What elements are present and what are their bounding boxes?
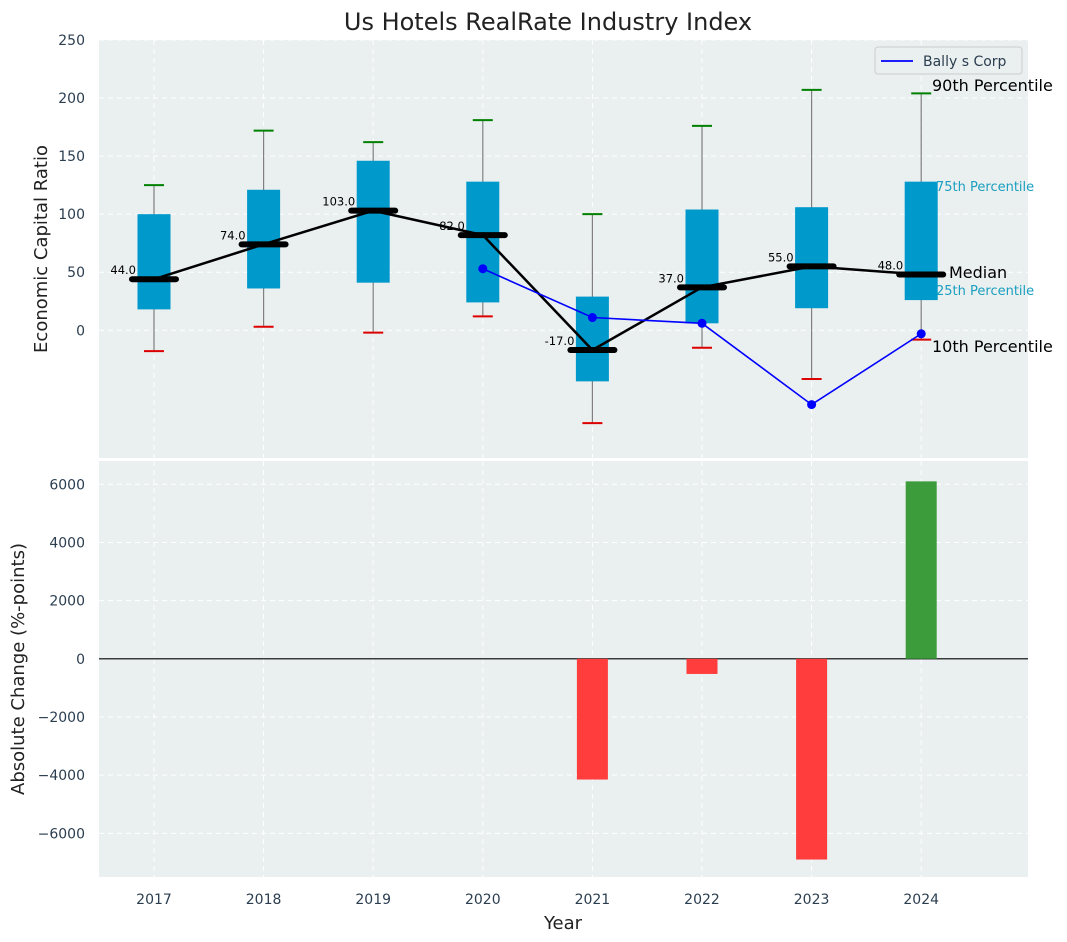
median-value-label: 37.0	[658, 271, 684, 285]
median-value-label: 103.0	[322, 195, 355, 209]
bottom-y-tick-label: −6000	[38, 826, 85, 842]
top-y-axis-label: Economic Capital Ratio	[31, 145, 52, 353]
bottom-y-tick-label: −2000	[38, 710, 85, 726]
company-point	[807, 400, 817, 410]
top-y-tick-label: 250	[58, 33, 85, 49]
bottom-y-tick-label: 6000	[49, 477, 85, 493]
company-series	[478, 264, 926, 410]
bar-2023	[796, 658, 828, 860]
x-axis-label: Year	[543, 913, 583, 934]
legend-label-company: Bally s Corp	[923, 54, 1007, 70]
company-point	[916, 329, 926, 339]
bottom-gridlines	[99, 461, 1028, 877]
bar-2021	[576, 658, 608, 780]
x-tick-label: 2018	[246, 892, 282, 908]
company-point	[587, 313, 597, 323]
bottom-y-tick-label: 4000	[49, 535, 85, 551]
median-value-label: 44.0	[110, 263, 136, 277]
median-value-label: 82.0	[439, 219, 465, 233]
box-2018	[247, 189, 281, 289]
bar-2022	[686, 658, 718, 674]
bottom-y-tick-label: 2000	[49, 594, 85, 610]
x-tick-label: 2022	[684, 892, 720, 908]
legend-box	[874, 46, 1023, 75]
annotation-median: Median	[949, 263, 1007, 282]
box-2023	[795, 207, 829, 309]
x-tick-label: 2017	[136, 892, 172, 908]
box-2022	[685, 209, 719, 324]
median-series: 44.0 74.0 103.0 82.0 -17.0 37.0 55.0 48.0	[110, 195, 947, 354]
legend: Bally s Corp	[874, 46, 1023, 75]
bottom-y-axis-label: Absolute Change (%-points)	[8, 543, 29, 795]
box-series	[137, 88, 938, 425]
annotation-p75: 75th Percentile	[936, 180, 1034, 195]
bottom-y-ticks: −6000 −4000 −2000 0 2000 4000 6000	[38, 477, 85, 842]
top-panel: 0 50 100 150 200 250 44.0 74.0 103.0 82.0 -17.0 37…	[31, 33, 1053, 458]
x-tick-label: 2020	[465, 892, 501, 908]
change-bars	[576, 481, 937, 860]
x-ticks: 2017 2018 2019 2020 2021 2022 2023 2024	[136, 892, 939, 908]
top-y-tick-label: 100	[58, 207, 85, 223]
percentile-annotations: 90th Percentile 75th Percentile Median 2…	[932, 76, 1053, 356]
median-value-label: 48.0	[878, 259, 904, 273]
annotation-p90: 90th Percentile	[932, 76, 1053, 95]
top-y-tick-label: 0	[76, 323, 85, 339]
median-value-label: 74.0	[220, 228, 246, 242]
x-tick-label: 2021	[575, 892, 611, 908]
annotation-p10: 10th Percentile	[932, 337, 1053, 356]
median-value-label: -17.0	[545, 334, 575, 348]
box-2017	[137, 214, 171, 310]
top-y-tick-label: 150	[58, 149, 85, 165]
x-tick-label: 2019	[355, 892, 391, 908]
bar-2024	[905, 481, 937, 659]
bottom-plot-background	[99, 461, 1028, 877]
x-tick-label: 2023	[794, 892, 830, 908]
bottom-y-tick-label: 0	[76, 652, 85, 668]
x-tick-label: 2024	[903, 892, 939, 908]
top-y-tick-label: 200	[58, 91, 85, 107]
top-y-tick-label: 50	[67, 265, 85, 281]
company-point	[478, 264, 488, 274]
bottom-y-tick-label: −4000	[38, 768, 85, 784]
company-point	[697, 318, 707, 328]
chart-title: Us Hotels RealRate Industry Index	[344, 8, 752, 36]
top-plot-background	[99, 40, 1028, 458]
box-2020	[466, 181, 500, 303]
box-2019	[356, 160, 390, 283]
box-2024	[904, 181, 938, 301]
median-value-label: 55.0	[768, 250, 794, 264]
annotation-p25: 25th Percentile	[936, 284, 1034, 299]
top-y-ticks: 0 50 100 150 200 250	[58, 33, 85, 339]
